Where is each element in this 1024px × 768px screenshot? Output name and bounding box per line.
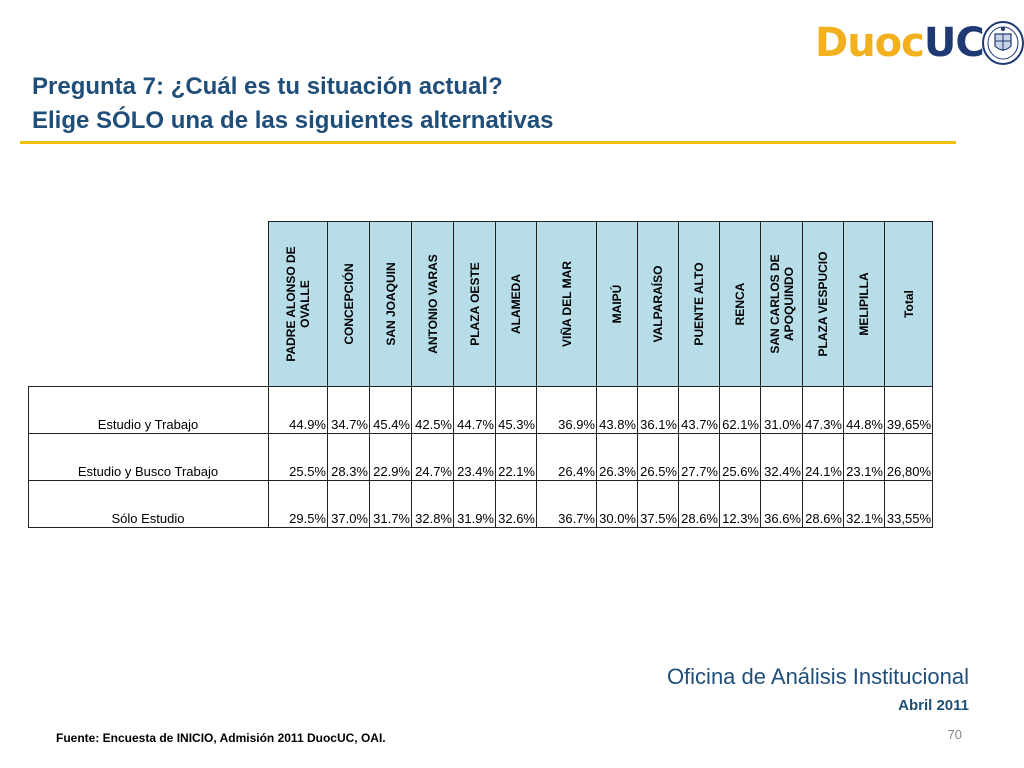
page-number: 70 [947, 727, 962, 742]
office-name: Oficina de Análisis Institucional [666, 664, 969, 689]
table-cell: 31.7% [369, 480, 412, 528]
table-cell: 24.1% [802, 433, 844, 481]
table-cell: 32.4% [760, 433, 803, 481]
table-cell-total: 39,65% [884, 386, 933, 434]
table-cell: 36.9% [536, 386, 597, 434]
title-line-2: Elige SÓLO una de las siguientes alterna… [32, 107, 554, 134]
column-header: CONCEPCIÓN [327, 221, 370, 387]
table-cell: 31.0% [760, 386, 803, 434]
title-underline [20, 141, 956, 144]
table-cell: 32.6% [495, 480, 537, 528]
logo-text-duoc: Duoc [815, 20, 925, 66]
column-header: SAN JOAQUIN [369, 221, 412, 387]
table-cell: 32.8% [411, 480, 454, 528]
column-header: PADRE ALONSO DE OVALLE [268, 221, 328, 387]
table-cell: 24.7% [411, 433, 454, 481]
table-cell: 62.1% [719, 386, 761, 434]
table-cell-total: 26,80% [884, 433, 933, 481]
table-cell: 44.8% [843, 386, 885, 434]
table-cell: 47.3% [802, 386, 844, 434]
table-row: Estudio y Busco Trabajo 25.5% 28.3% 22.9… [28, 433, 933, 481]
table-cell: 23.1% [843, 433, 885, 481]
row-label: Sólo Estudio [28, 480, 269, 528]
column-header: VALPARAÍSO [637, 221, 679, 387]
column-header: MELIPILLA [843, 221, 885, 387]
table-cell: 12.3% [719, 480, 761, 528]
logo-text-uc: UC [923, 20, 985, 66]
table-cell: 43.8% [596, 386, 638, 434]
table-cell: 45.3% [495, 386, 537, 434]
table-cell: 44.7% [453, 386, 496, 434]
table-cell: 28.6% [802, 480, 844, 528]
column-header: PUENTE ALTO [678, 221, 720, 387]
table-cell: 28.6% [678, 480, 720, 528]
table-row: Estudio y Trabajo 44.9% 34.7% 45.4% 42.5… [28, 386, 933, 434]
table-cell: 36.7% [536, 480, 597, 528]
table-cell: 37.0% [327, 480, 370, 528]
column-header: SAN CARLOS DE APOQUINDO [760, 221, 803, 387]
table-cell-total: 33,55% [884, 480, 933, 528]
column-header: ANTONIO VARAS [411, 221, 454, 387]
table-cell: 27.7% [678, 433, 720, 481]
table-cell: 36.1% [637, 386, 679, 434]
table-header-row: PADRE ALONSO DE OVALLE CONCEPCIÓN SAN JO… [29, 221, 933, 387]
table-cell: 25.6% [719, 433, 761, 481]
table-cell: 25.5% [268, 433, 328, 481]
table-cell: 34.7% [327, 386, 370, 434]
table-cell: 26.4% [536, 433, 597, 481]
table-cell: 44.9% [268, 386, 328, 434]
table-cell: 32.1% [843, 480, 885, 528]
report-date: Abril 2011 [898, 697, 969, 714]
column-header-total: Total [884, 221, 933, 387]
table-cell: 22.9% [369, 433, 412, 481]
column-header: RENCA [719, 221, 761, 387]
table-cell: 26.3% [596, 433, 638, 481]
column-header: MAIPÚ [596, 221, 638, 387]
column-header: PLAZA VESPUCIO [802, 221, 844, 387]
table-row: Sólo Estudio 29.5% 37.0% 31.7% 32.8% 31.… [28, 480, 933, 528]
row-label: Estudio y Trabajo [28, 386, 269, 434]
table-cell: 45.4% [369, 386, 412, 434]
table-cell: 29.5% [268, 480, 328, 528]
column-header: VIÑA DEL MAR [536, 221, 597, 387]
table-cell: 23.4% [453, 433, 496, 481]
source-note: Fuente: Encuesta de INICIO, Admisión 201… [56, 731, 386, 745]
table-cell: 31.9% [453, 480, 496, 528]
row-label: Estudio y Busco Trabajo [28, 433, 269, 481]
header-corner [29, 222, 269, 387]
table-cell: 43.7% [678, 386, 720, 434]
table-cell: 30.0% [596, 480, 638, 528]
table-cell: 42.5% [411, 386, 454, 434]
table-cell: 36.6% [760, 480, 803, 528]
table-cell: 37.5% [637, 480, 679, 528]
results-table: PADRE ALONSO DE OVALLE CONCEPCIÓN SAN JO… [28, 221, 933, 528]
slide-title: Pregunta 7: ¿Cuál es tu situación actual… [32, 70, 932, 138]
title-line-1: Pregunta 7: ¿Cuál es tu situación actual… [32, 73, 503, 100]
column-header: ALAMEDA [495, 221, 537, 387]
university-seal-icon [982, 21, 1024, 65]
duocuc-logo: DuocUC [815, 18, 1024, 68]
table-cell: 22.1% [495, 433, 537, 481]
table-cell: 26.5% [637, 433, 679, 481]
table-cell: 28.3% [327, 433, 370, 481]
column-header: PLAZA OESTE [453, 221, 496, 387]
